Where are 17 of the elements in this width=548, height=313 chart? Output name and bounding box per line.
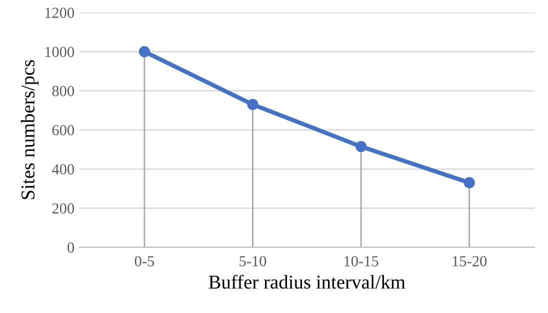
point <box>464 177 475 188</box>
point <box>247 98 258 110</box>
x-tick-label: 10-15 <box>344 256 378 266</box>
y-tick-label: 0 <box>68 242 74 253</box>
y-tick-label: 400 <box>52 164 74 174</box>
y-tick-label: 800 <box>52 86 74 96</box>
x-tick-label: 15-20 <box>452 256 487 266</box>
y-tick-label: 1000 <box>45 46 74 58</box>
y-axis-title: Sites numbers/pcs <box>20 60 38 200</box>
x-axis-title: Buffer radius interval/km <box>208 274 406 289</box>
x-tick-label: 5-10 <box>240 256 266 266</box>
x-tick-label: 0-5 <box>134 256 154 266</box>
y-tick-label: 1200 <box>45 8 74 18</box>
y-tick-label: 200 <box>52 203 74 214</box>
y-tick-label: 600 <box>52 125 74 136</box>
point <box>138 46 150 58</box>
point <box>355 140 367 152</box>
